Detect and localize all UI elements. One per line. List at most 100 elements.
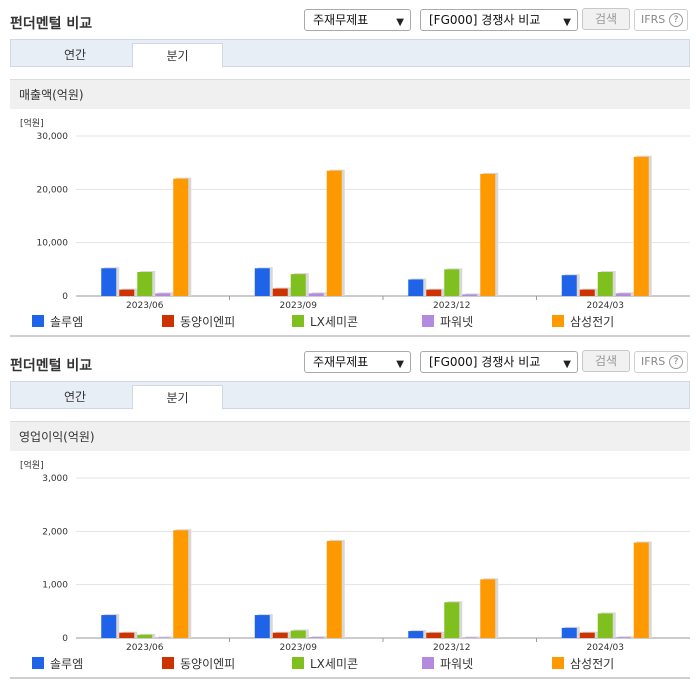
bar[interactable] <box>119 289 135 296</box>
bar[interactable] <box>155 637 171 638</box>
legend-item-samsung: 삼성전기 <box>552 655 614 672</box>
bar[interactable] <box>480 173 496 296</box>
chart-legend: 솔루엠 동양이엔피 LX세미콘 파워넷 삼성전기 <box>10 310 690 332</box>
legend-item-solueum: 솔루엠 <box>32 313 83 330</box>
legend-item-samsung: 삼성전기 <box>552 313 614 330</box>
bar[interactable] <box>272 632 288 638</box>
ifrs-button[interactable]: IFRS ? <box>634 9 688 31</box>
bar[interactable] <box>426 289 442 296</box>
bar[interactable] <box>254 615 270 638</box>
fundamental-section-revenue: 펀더멘털 비교 주재무제표 ▼ [FG000] 경쟁사 비교 ▼ 검색 IFRS… <box>10 8 690 337</box>
bar[interactable] <box>561 275 577 296</box>
help-icon[interactable]: ? <box>669 355 683 369</box>
x-tick-label: 2023/06 <box>126 643 164 653</box>
legend-swatch <box>552 657 564 669</box>
tab-quarterly[interactable]: 분기 <box>132 43 223 68</box>
statement-select-value: 주재무제표 <box>313 13 369 27</box>
bar[interactable] <box>326 170 342 296</box>
y-tick-label: 10,000 <box>37 239 69 249</box>
bar[interactable] <box>137 634 153 638</box>
chart-title: 영업이익(억원) <box>10 421 690 451</box>
bar[interactable] <box>101 268 117 296</box>
legend-item-solueum: 솔루엠 <box>32 655 83 672</box>
x-tick-label: 2024/03 <box>587 301 624 311</box>
bar[interactable] <box>444 269 460 296</box>
legend-label: 파워넷 <box>440 315 474 329</box>
operating-profit-chart-svg: [억원] 0 1,000 2,000 3,000 2023/06 2023/09 2023/1… <box>20 459 690 653</box>
y-tick-label: 0 <box>62 634 68 644</box>
statement-select-value: 주재무제표 <box>313 355 369 369</box>
ifrs-label: IFRS <box>641 355 666 368</box>
chevron-down-icon: ▼ <box>396 359 404 370</box>
bar[interactable] <box>254 268 270 296</box>
bar[interactable] <box>290 274 306 296</box>
statement-select[interactable]: 주재무제표 ▼ <box>304 9 411 31</box>
x-tick-label: 2023/09 <box>280 301 318 311</box>
bar[interactable] <box>119 632 135 638</box>
x-tick-label: 2023/12 <box>433 301 470 311</box>
revenue-chart: [억원] 0 10,000 20,000 30,000 2023/06 2023/09 202… <box>10 112 690 312</box>
bar[interactable] <box>633 156 649 296</box>
period-tabs: 연간 분기 <box>10 381 690 410</box>
bar[interactable] <box>480 579 496 638</box>
bar[interactable] <box>561 627 577 638</box>
bar[interactable] <box>173 530 189 638</box>
bar[interactable] <box>615 293 631 296</box>
help-icon[interactable]: ? <box>669 13 683 27</box>
legend-item-dongyang: 동양이엔피 <box>162 655 235 672</box>
bar[interactable] <box>137 272 153 296</box>
bar[interactable] <box>426 632 442 638</box>
y-unit-label: [억원] <box>20 117 44 129</box>
bar[interactable] <box>272 288 288 296</box>
peer-select[interactable]: [FG000] 경쟁사 비교 ▼ <box>420 9 578 31</box>
bar[interactable] <box>615 637 631 638</box>
legend-item-power: 파워넷 <box>422 655 473 672</box>
peer-select[interactable]: [FG000] 경쟁사 비교 ▼ <box>420 351 578 373</box>
bar[interactable] <box>173 178 189 296</box>
bar[interactable] <box>597 272 613 296</box>
ifrs-button[interactable]: IFRS ? <box>634 351 688 373</box>
statement-select[interactable]: 주재무제표 ▼ <box>304 351 411 373</box>
chevron-down-icon: ▼ <box>563 17 571 28</box>
bar[interactable] <box>290 630 306 638</box>
legend-swatch <box>292 657 304 669</box>
bar-shadow <box>311 636 327 638</box>
legend-item-lx: LX세미콘 <box>292 313 358 330</box>
tab-annual[interactable]: 연간 <box>63 390 87 404</box>
legend-label: 파워넷 <box>440 657 474 671</box>
bar[interactable] <box>597 613 613 638</box>
bar[interactable] <box>579 289 595 296</box>
bar[interactable] <box>408 279 424 296</box>
x-tick-label: 2023/09 <box>280 643 318 653</box>
y-tick-label: 20,000 <box>37 185 69 195</box>
chevron-down-icon: ▼ <box>396 17 404 28</box>
bar[interactable] <box>633 542 649 638</box>
legend-swatch <box>162 315 174 327</box>
bar[interactable] <box>444 602 460 638</box>
bar[interactable] <box>308 293 324 296</box>
fundamental-section-operating-profit: 펀더멘털 비교 주재무제표 ▼ [FG000] 경쟁사 비교 ▼ 검색 IFRS… <box>0 342 696 684</box>
bar[interactable] <box>101 615 117 638</box>
x-tick-label: 2023/06 <box>126 301 164 311</box>
bar[interactable] <box>308 637 324 638</box>
legend-label: LX세미콘 <box>310 315 359 329</box>
search-button[interactable]: 검색 <box>582 350 630 372</box>
tab-annual[interactable]: 연간 <box>63 48 87 62</box>
section-divider <box>10 677 690 679</box>
bar[interactable] <box>462 637 478 638</box>
bar[interactable] <box>155 293 171 296</box>
section-title: 펀더멘털 비교 <box>10 16 93 32</box>
bar[interactable] <box>579 632 595 638</box>
search-button[interactable]: 검색 <box>582 8 630 30</box>
section-divider <box>10 335 690 337</box>
bar[interactable] <box>462 294 478 296</box>
bar[interactable] <box>326 540 342 638</box>
bar[interactable] <box>408 631 424 638</box>
tab-quarterly[interactable]: 분기 <box>132 385 223 410</box>
legend-item-power: 파워넷 <box>422 313 473 330</box>
peer-select-value: [FG000] 경쟁사 비교 <box>429 355 541 369</box>
legend-swatch <box>552 315 564 327</box>
ifrs-label: IFRS <box>641 13 666 26</box>
chart-title: 매출액(억원) <box>10 79 690 109</box>
x-tick-label: 2024/03 <box>587 643 624 653</box>
